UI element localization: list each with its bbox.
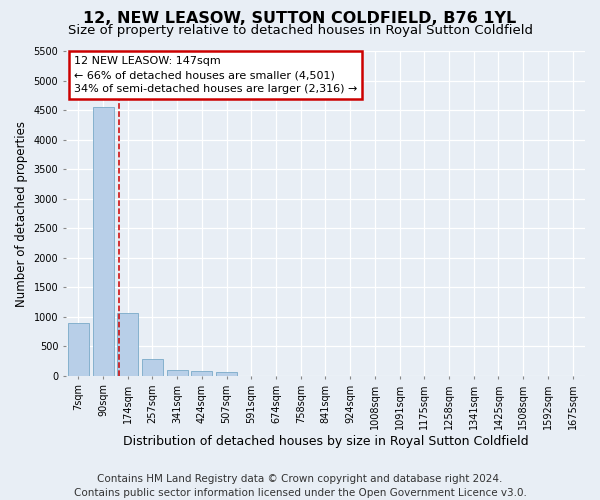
Bar [117, 314, 138, 376]
Text: 12 NEW LEASOW: 147sqm
← 66% of detached houses are smaller (4,501)
34% of semi-d: 12 NEW LEASOW: 147sqm ← 66% of detached … [74, 56, 357, 94]
Text: Size of property relative to detached houses in Royal Sutton Coldfield: Size of property relative to detached ho… [67, 24, 533, 37]
Bar [191, 371, 212, 376]
Bar [216, 372, 237, 376]
Bar [68, 324, 89, 376]
Bar [167, 370, 188, 376]
Bar [92, 107, 113, 376]
Y-axis label: Number of detached properties: Number of detached properties [15, 120, 28, 306]
Text: Contains HM Land Registry data © Crown copyright and database right 2024.
Contai: Contains HM Land Registry data © Crown c… [74, 474, 526, 498]
X-axis label: Distribution of detached houses by size in Royal Sutton Coldfield: Distribution of detached houses by size … [122, 434, 528, 448]
Text: 12, NEW LEASOW, SUTTON COLDFIELD, B76 1YL: 12, NEW LEASOW, SUTTON COLDFIELD, B76 1Y… [83, 11, 517, 26]
Bar [142, 358, 163, 376]
